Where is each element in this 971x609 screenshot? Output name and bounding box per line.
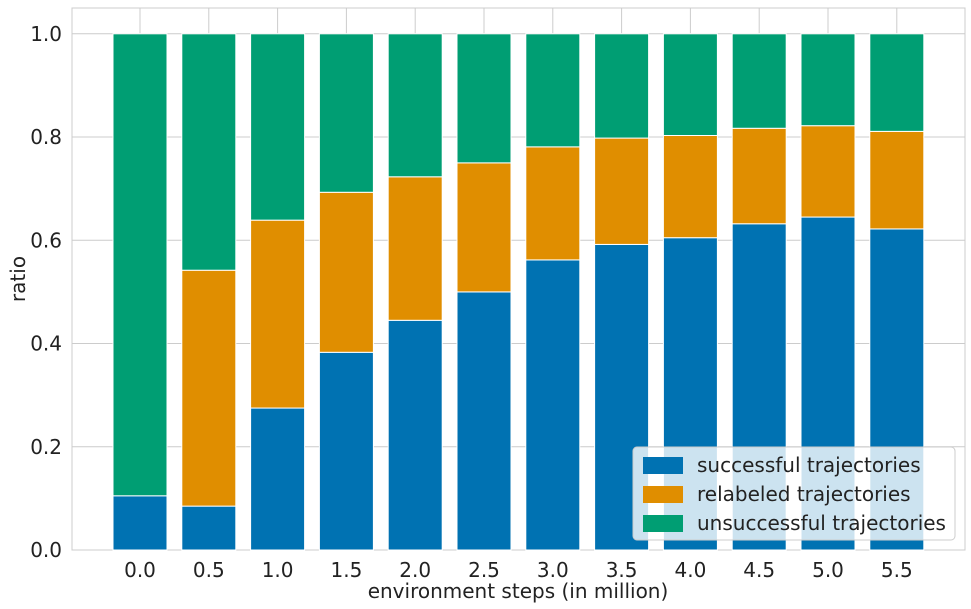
x-tick-label: 5.0 [812,558,844,582]
bar-segment-3-4.5 [731,33,787,129]
bar-segment-2-5.5 [869,130,925,230]
bar-segment-1-1.0 [250,407,306,551]
legend-swatch-1 [643,457,683,474]
y-tick-label: 0.0 [30,538,62,562]
bar-segment-1-2.0 [387,319,443,551]
legend: successful trajectories relabeled traject… [632,446,956,541]
bar-segment-3-1.5 [318,33,374,193]
x-tick-label: 5.5 [881,558,913,582]
x-tick-label: 0.0 [124,558,156,582]
x-tick-label: 1.0 [262,558,294,582]
y-tick-labels: 0.0 0.2 0.4 0.6 0.8 1.0 [30,22,62,562]
legend-label-2: relabeled trajectories [697,482,911,506]
legend-box [632,446,956,541]
bar-segment-3-5.5 [869,33,925,132]
bar-segment-2-3.0 [525,146,581,261]
bar-segment-3-3.5 [594,33,650,139]
legend-label-1: successful trajectories [697,453,921,477]
y-tick-label: 0.6 [30,228,62,252]
bar-segment-2-2.5 [456,162,512,293]
bar-segment-3-5.0 [800,33,856,127]
bar-segment-2-4.0 [662,134,718,239]
x-tick-label: 4.0 [674,558,706,582]
bar-segment-2-5.0 [800,125,856,218]
x-tick-label: 3.0 [537,558,569,582]
x-tick-label: 2.5 [468,558,500,582]
x-tick-label: 1.5 [330,558,362,582]
x-tick-label: 0.5 [193,558,225,582]
y-tick-label: 0.8 [30,125,62,149]
bar-segment-3-2.0 [387,33,443,178]
bar-segment-2-1.0 [250,219,306,409]
bar-segment-3-1.0 [250,33,306,221]
y-tick-label: 0.2 [30,435,62,459]
legend-label-3: unsuccessful trajectories [697,511,946,535]
bar-segment-2-0.5 [181,269,237,507]
bar-segment-3-0.0 [112,33,168,497]
bar-segment-2-2.0 [387,176,443,321]
bar-segment-1-0.0 [112,495,168,551]
bar-segment-1-1.5 [318,351,374,551]
legend-swatch-3 [643,515,683,532]
y-axis-label: ratio [6,256,30,302]
x-tick-label: 4.5 [743,558,775,582]
bar-segment-1-3.0 [525,259,581,551]
bar-segment-3-3.0 [525,33,581,148]
bar-segment-2-3.5 [594,137,650,245]
bar-segment-3-0.5 [181,33,237,271]
bar-segment-1-0.5 [181,505,237,551]
x-tick-labels: 0.0 0.5 1.0 1.5 2.0 2.5 3.0 3.5 4.0 4.5 5.0 5.5 [124,558,913,582]
bar-segment-3-4.0 [662,33,718,136]
x-axis-label: environment steps (in million) [368,579,669,603]
y-tick-label: 1.0 [30,22,62,46]
x-tick-label: 3.5 [606,558,638,582]
bar-segment-1-2.5 [456,291,512,551]
legend-swatch-2 [643,486,683,503]
bar-segment-2-4.5 [731,127,787,225]
bar-segment-3-2.5 [456,33,512,164]
x-tick-label: 2.0 [399,558,431,582]
bar-segment-2-1.5 [318,191,374,353]
y-tick-label: 0.4 [30,332,62,356]
